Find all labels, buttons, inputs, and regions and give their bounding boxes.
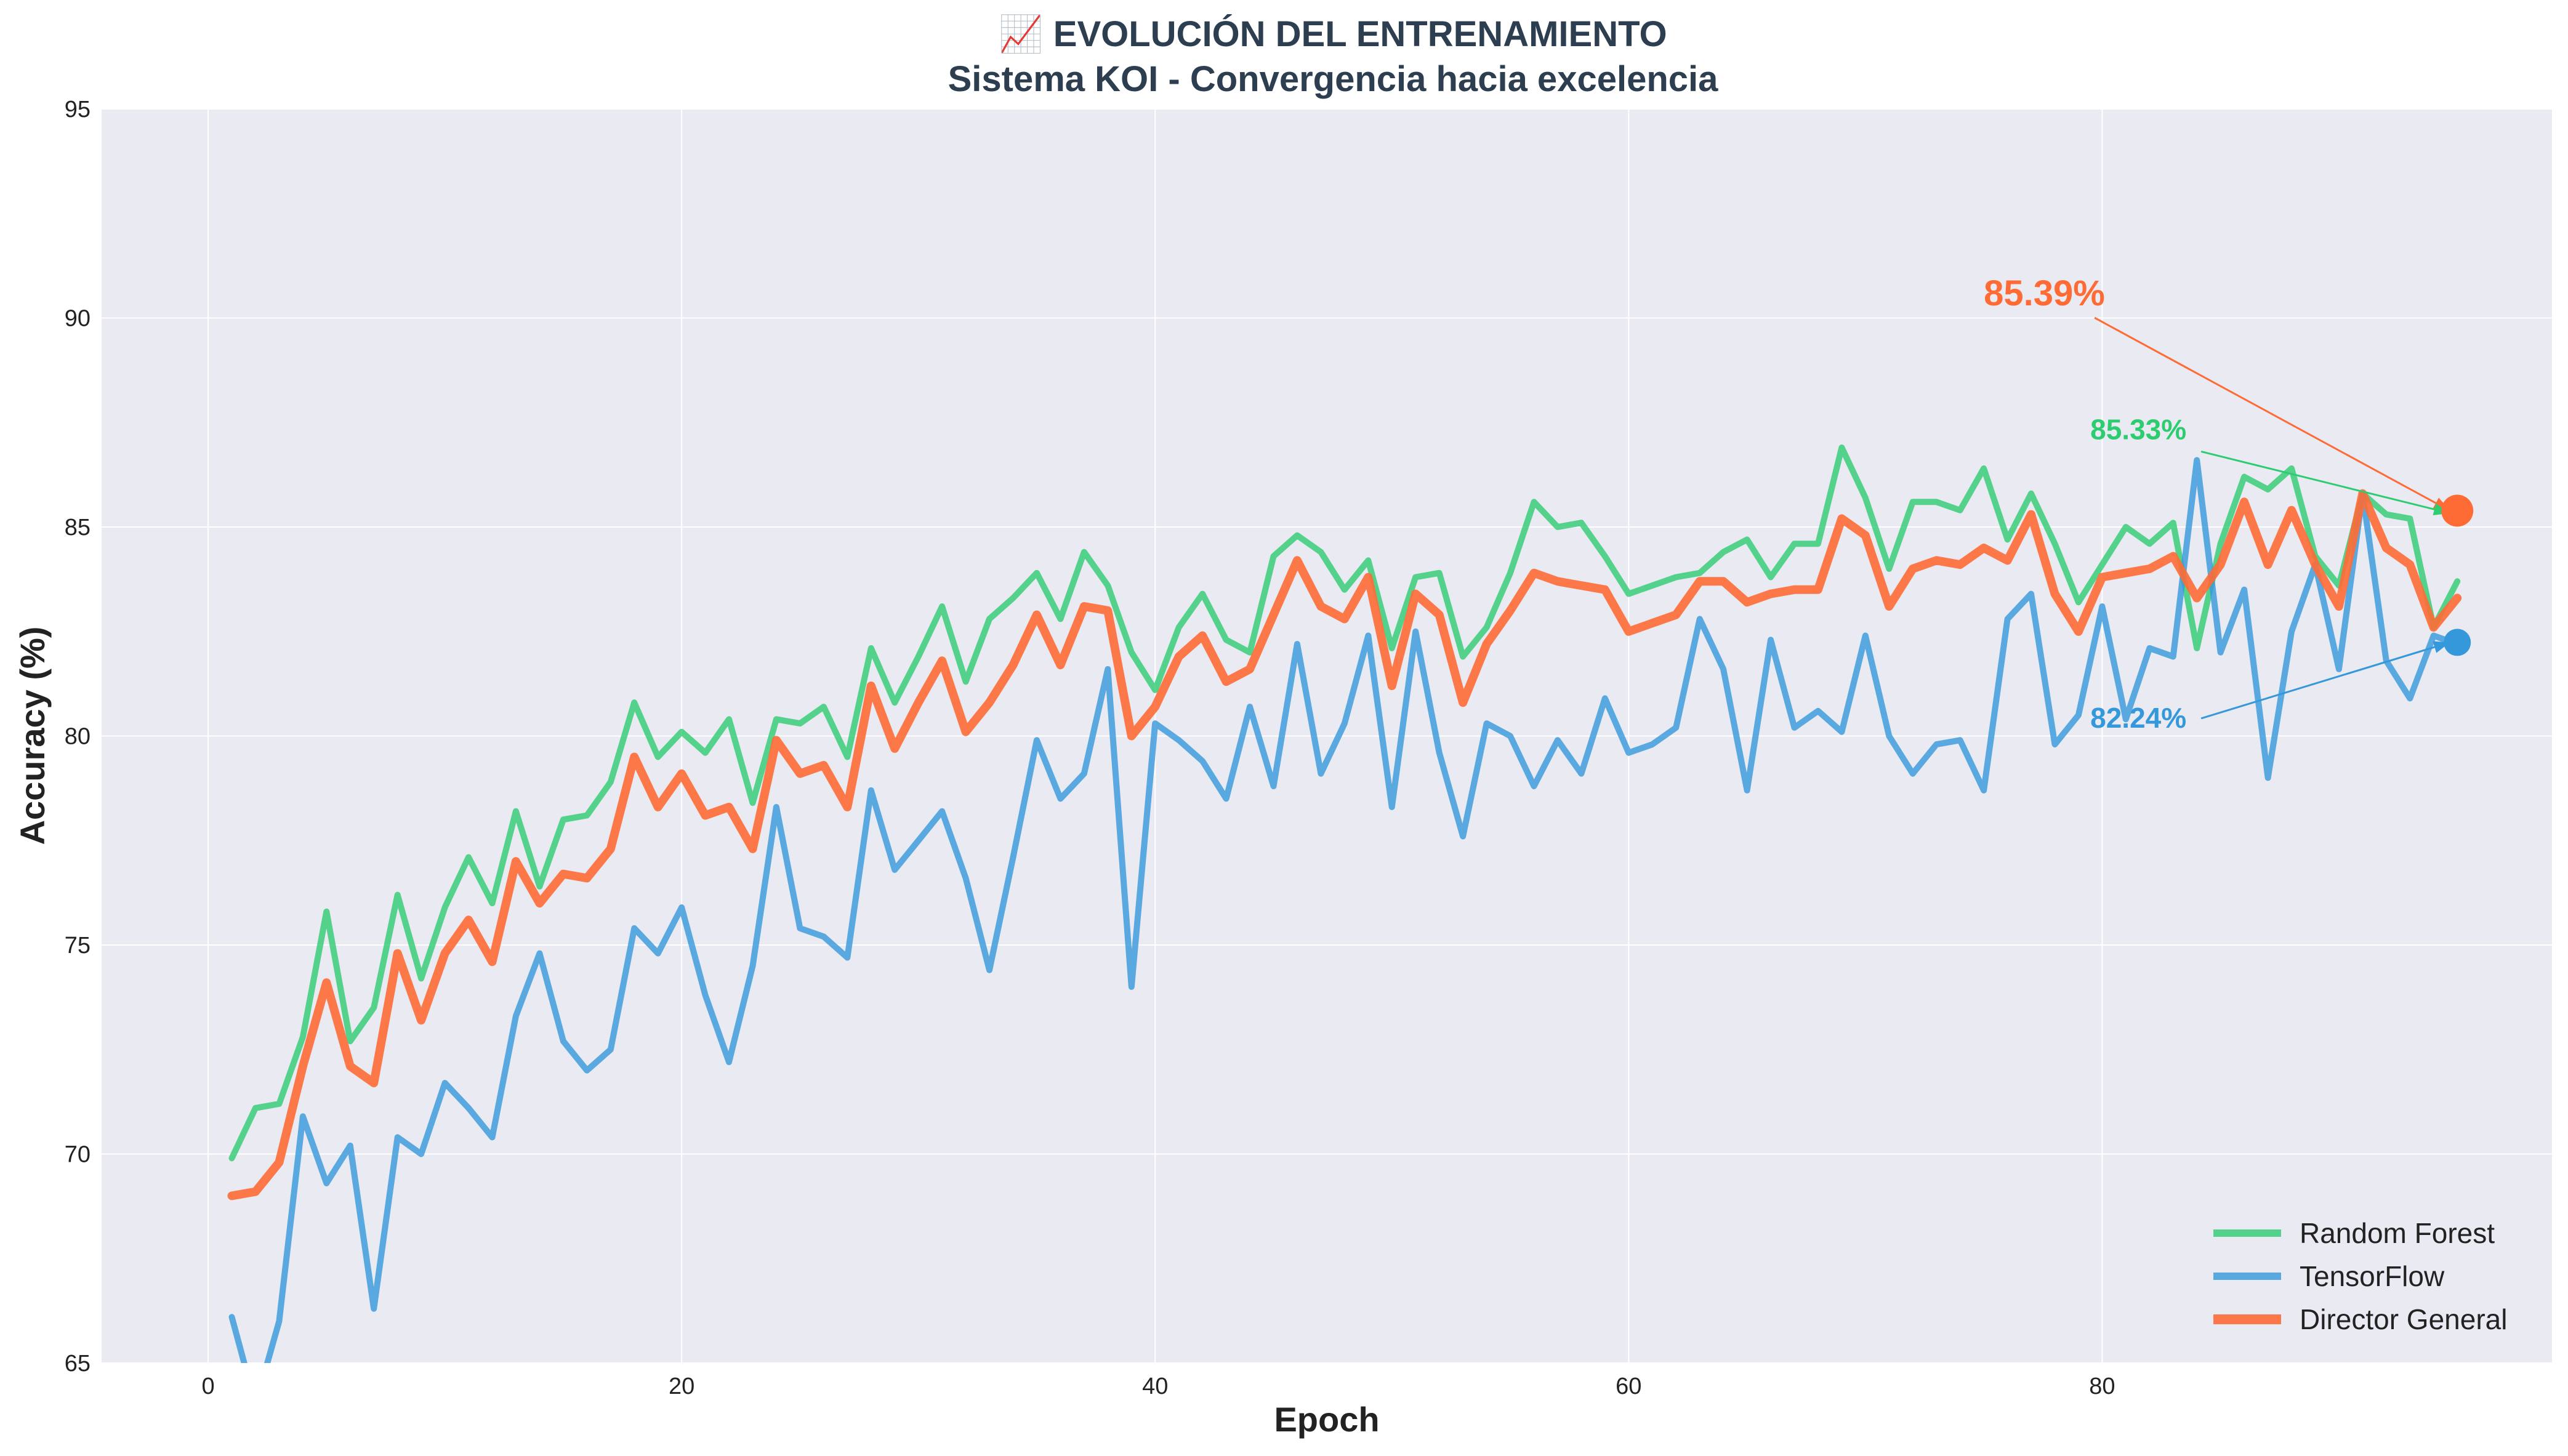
y-tick-label: 80 xyxy=(65,724,91,750)
y-tick-label: 75 xyxy=(65,933,91,959)
legend-label: Random Forest xyxy=(2300,1217,2495,1249)
annotation-arrow xyxy=(2200,641,2450,720)
chart-subtitle: Sistema KOI - Convergencia hacia excelen… xyxy=(948,59,1719,99)
series-line-random-forest xyxy=(228,444,2461,1162)
annotation-arrow xyxy=(2200,450,2450,515)
end-point-marker xyxy=(2441,494,2474,527)
y-tick-label: 90 xyxy=(65,306,91,332)
annotation-arrow xyxy=(2094,316,2450,512)
legend-label: TensorFlow xyxy=(2300,1260,2445,1292)
legend-label: Director General xyxy=(2300,1303,2507,1335)
x-tick-label: 20 xyxy=(669,1374,694,1399)
series-line-tensorflow xyxy=(228,457,2461,1363)
x-tick-label: 40 xyxy=(1142,1374,1168,1399)
y-tick-label: 65 xyxy=(65,1351,91,1377)
y-axis-label: Accuracy (%) xyxy=(13,627,52,845)
end-point-marker xyxy=(2444,629,2471,656)
legend: Random Forest TensorFlow Director General xyxy=(2213,1217,2507,1335)
y-tick-label: 85 xyxy=(65,515,91,541)
y-tick-label: 70 xyxy=(65,1142,91,1168)
y-tick-labels: 65 70 75 80 85 90 95 xyxy=(65,97,91,1377)
y-tick-label: 95 xyxy=(65,97,91,123)
series-line-director-general xyxy=(227,489,2462,1201)
annotation-label: 85.33% xyxy=(2090,413,2186,445)
annotation-label: 82.24% xyxy=(2090,702,2186,734)
x-tick-label: 80 xyxy=(2089,1374,2115,1399)
x-tick-label: 0 xyxy=(201,1374,214,1399)
series-lines xyxy=(227,444,2462,1363)
annotation-label: 85.39% xyxy=(1984,273,2105,313)
x-tick-label: 60 xyxy=(1616,1374,1641,1399)
x-tick-labels: 0 20 40 60 80 xyxy=(201,1374,2115,1399)
annotations: 85.39% 85.33% 82.24% xyxy=(1984,273,2474,734)
chart-title: 📈 EVOLUCIÓN DEL ENTRENAMIENTO xyxy=(999,14,1667,54)
x-axis-label: Epoch xyxy=(1274,1400,1379,1439)
